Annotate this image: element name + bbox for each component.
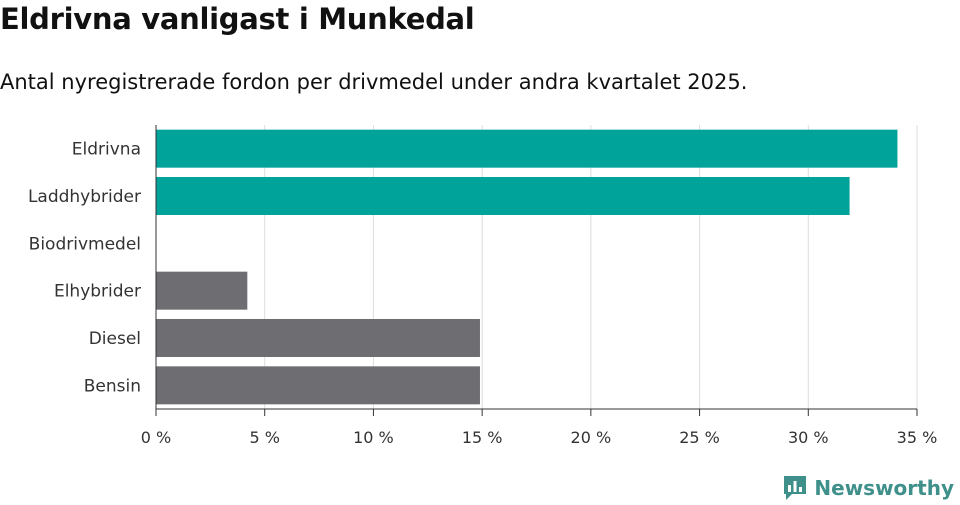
category-label: Elhybrider	[54, 282, 141, 302]
bar-chart-icon	[784, 476, 807, 500]
x-tick-label: 25 %	[679, 428, 720, 447]
bar-eldrivna[interactable]	[156, 129, 898, 168]
grid-lines	[264, 125, 918, 409]
chart-title: Eldrivna vanligast i Munkedal	[0, 2, 475, 36]
category-label: Bensin	[84, 376, 141, 396]
x-tick-label: 15 %	[462, 428, 503, 447]
bar-elhybrider[interactable]	[156, 271, 248, 310]
bar-laddhybrider[interactable]	[156, 177, 850, 215]
category-label: Biodrivmedel	[29, 234, 141, 254]
x-tick-label: 35 %	[897, 428, 938, 447]
x-axis: 0 % 5 % 10 % 15 % 20 % 25 % 30 % 35 %	[141, 125, 938, 447]
category-label: Laddhybrider	[28, 187, 141, 207]
bar-bensin[interactable]	[156, 366, 480, 405]
brand-name: Newsworthy	[814, 476, 954, 500]
x-tick-label: 30 %	[788, 428, 829, 447]
x-tick-label: 5 %	[249, 428, 279, 447]
x-tick-label: 20 %	[571, 428, 612, 447]
x-tick-label: 0 %	[141, 428, 171, 447]
category-label: Diesel	[89, 329, 141, 349]
bar-diesel[interactable]	[156, 319, 480, 357]
category-label: Eldrivna	[72, 140, 141, 160]
bars	[156, 129, 898, 405]
x-tick-label: 10 %	[353, 428, 394, 447]
chart-subtitle: Antal nyregistrerade fordon per drivmede…	[0, 70, 748, 94]
category-labels: Eldrivna Laddhybrider Biodrivmedel Elhybrid…	[28, 140, 141, 397]
newsworthy-logo[interactable]: Newsworthy	[782, 474, 954, 502]
